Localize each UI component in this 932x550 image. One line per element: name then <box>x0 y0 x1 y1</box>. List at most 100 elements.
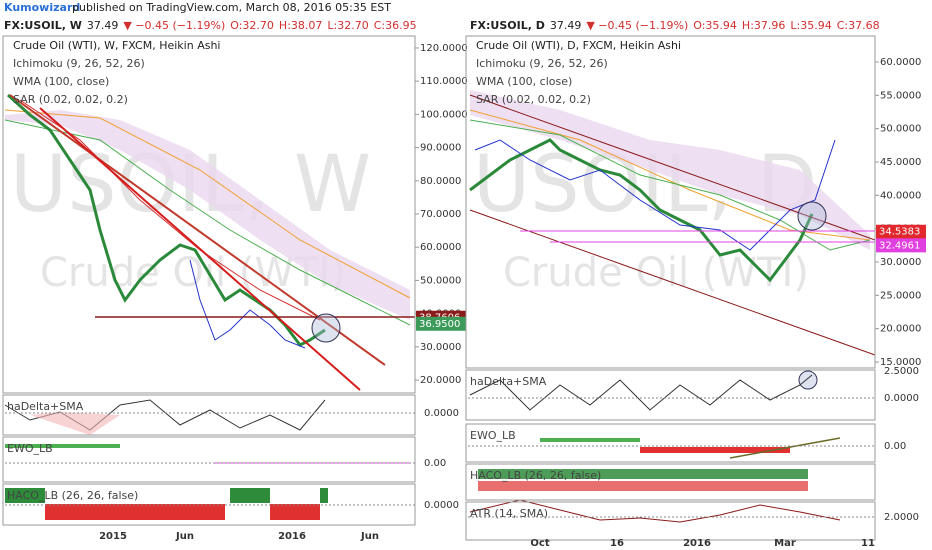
price-tag-label: 34.5383 <box>879 227 920 238</box>
price-candles <box>469 138 814 283</box>
sub-tick-label: 2.0000 <box>884 512 919 523</box>
ohlc: C:37.68 <box>837 19 880 32</box>
cloud-edge <box>469 119 871 251</box>
y-tick-label: 25.0000 <box>880 290 921 301</box>
y-tick-label: 40.0000 <box>880 190 921 201</box>
ohlc: H:38.07 <box>279 19 322 32</box>
x-tick-label: 2016 <box>683 538 711 549</box>
y-tick-label: 60.0000 <box>420 242 461 253</box>
ohlc: L:32.70 <box>327 19 368 32</box>
price-tag <box>876 238 926 253</box>
symbol: FX:USOIL, D <box>470 19 545 32</box>
indicator-label: WMA (100, close) <box>13 75 109 88</box>
cloud <box>5 110 410 320</box>
sub-tick-label: 0.0000 <box>424 500 459 511</box>
y-tick-label: 120.0000 <box>420 43 468 54</box>
symbol: FX:USOIL, W <box>4 19 82 32</box>
sub-pane <box>465 501 876 541</box>
sub-tick-label: 0.00 <box>884 441 906 452</box>
channel-line <box>469 94 876 241</box>
trendline <box>9 94 386 366</box>
watermark-sub: Crude Oil (WTI) <box>503 250 809 296</box>
x-tick-label: Jun <box>175 531 194 542</box>
y-tick-label: 90.0000 <box>420 143 461 154</box>
x-tick-label: 2015 <box>99 531 127 542</box>
haco-bars <box>478 481 808 491</box>
x-tick-label: Oct <box>530 538 549 549</box>
x-tick-label: 16 <box>610 538 624 549</box>
sub-pane-label: EWO_LB <box>7 442 53 455</box>
indicator-label: SAR (0.02, 0.02, 0.2) <box>476 93 591 106</box>
sub-pane <box>2 394 416 436</box>
y-tick-label: 45.0000 <box>880 157 921 168</box>
haco-bars <box>320 488 328 503</box>
y-tick-label: 110.0000 <box>420 76 468 87</box>
cloud-edge <box>4 119 411 326</box>
y-tick-label: 100.0000 <box>420 109 468 120</box>
indicator-label: Ichimoku (9, 26, 52, 26) <box>476 57 608 70</box>
ohlc: O:35.94 <box>693 19 737 32</box>
indicator-label: Ichimoku (9, 26, 52, 26) <box>13 57 145 70</box>
wma-line <box>4 109 411 299</box>
oscillator-fill <box>30 412 120 435</box>
price-tag-label: 32.4961 <box>879 240 920 251</box>
symbol-line: FX:USOIL, D 37.49 ▼ −0.45 (−1.19%) O:35.94 H… <box>470 19 880 32</box>
publish-info: published on TradingView.com, March 08, … <box>72 1 391 14</box>
y-tick-label: 30.0000 <box>880 257 921 268</box>
author[interactable]: Kumowizard <box>4 1 80 14</box>
sub-pane-label: haDelta+SMA <box>7 400 84 413</box>
haco-bars <box>45 504 225 520</box>
ohlc: O:32.70 <box>230 19 274 32</box>
ohlc: L:35.94 <box>790 19 831 32</box>
y-tick-label: 70.0000 <box>420 209 461 220</box>
change: ▼ −0.45 (−1.19%) <box>123 19 225 32</box>
sub-pane <box>2 436 416 483</box>
chart-drawings <box>4 90 876 523</box>
price-tag <box>416 316 466 331</box>
highlight-circle <box>798 370 818 390</box>
sub-tick-label: 2.5000 <box>884 366 919 377</box>
wma-line <box>469 109 871 241</box>
highlight-circle <box>797 201 827 231</box>
sub-pane <box>465 423 876 463</box>
haco-bars <box>270 504 320 520</box>
y-tick-label: 20.0000 <box>880 324 921 335</box>
x-tick-label: Mar <box>774 538 796 549</box>
y-tick-label: 20.0000 <box>420 375 461 386</box>
sub-tick-label: 0.00 <box>424 458 446 469</box>
x-tick-label: 2016 <box>278 531 306 542</box>
haco-bars <box>478 469 808 479</box>
y-tick-label: 30.0000 <box>420 342 461 353</box>
y-tick-label: 80.0000 <box>420 176 461 187</box>
last-price: 37.49 <box>550 19 582 32</box>
y-tick-label: 50.0000 <box>880 124 921 135</box>
indicator-label: SAR (0.02, 0.02, 0.2) <box>13 93 128 106</box>
ohlc: C:36.95 <box>374 19 417 32</box>
atr-line <box>469 499 841 523</box>
ewo-trendline <box>729 437 841 459</box>
sub-pane <box>465 463 876 501</box>
change: ▼ −0.45 (−1.19%) <box>586 19 688 32</box>
sub-pane-label: HACO_LB (26, 26, false) <box>470 469 601 482</box>
sub-tick-label: 0.0000 <box>884 393 919 404</box>
sub-pane <box>465 369 876 421</box>
haco-bars <box>230 488 270 503</box>
last-price: 37.49 <box>87 19 119 32</box>
ohlc: H:37.96 <box>742 19 785 32</box>
x-tick-label: Jun <box>360 531 379 542</box>
haco-bars <box>5 488 45 503</box>
sub-pane-label: haDelta+SMA <box>470 375 547 388</box>
price-tag-label: 36.9500 <box>419 319 460 330</box>
main-pane <box>465 35 876 369</box>
x-tick-label: 11 <box>861 538 875 549</box>
trendline <box>39 107 361 391</box>
sub-pane-label: HACO_LB (26, 26, false) <box>7 489 138 502</box>
oscillator <box>469 374 813 411</box>
chart-title: Crude Oil (WTI), D, FXCM, Heikin Ashi <box>476 39 681 52</box>
cloud <box>470 90 870 250</box>
sub-tick-label: 0.0000 <box>424 408 459 419</box>
channel-line <box>469 209 876 356</box>
symbol-line: FX:USOIL, W 37.49 ▼ −0.45 (−1.19%) O:32.70 H… <box>4 19 417 32</box>
sub-pane-label: ATR (14, SMA) <box>470 507 548 520</box>
